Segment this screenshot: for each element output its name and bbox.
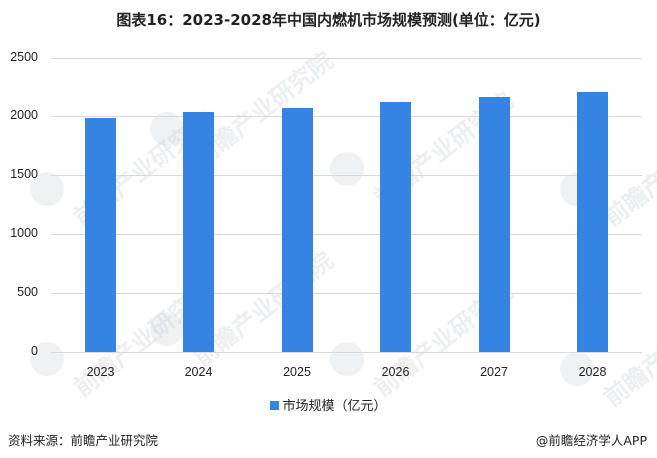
y-axis-tick-label: 500 bbox=[17, 285, 38, 299]
gridline bbox=[51, 116, 642, 117]
bar-2025[interactable] bbox=[281, 107, 313, 352]
watermark-logo-icon bbox=[330, 152, 364, 186]
bar-2028[interactable] bbox=[577, 91, 608, 352]
gridline bbox=[51, 352, 642, 353]
bar-2027[interactable] bbox=[478, 96, 510, 352]
gridline bbox=[51, 234, 642, 235]
legend-swatch-icon bbox=[270, 401, 280, 410]
watermark-logo-icon bbox=[330, 342, 364, 376]
bar-2024[interactable] bbox=[183, 112, 214, 352]
y-axis-tick-label: 0 bbox=[31, 344, 38, 358]
watermark-logo-icon bbox=[150, 312, 184, 346]
chart-legend: 市场规模（亿元） bbox=[0, 395, 657, 414]
x-axis-tick-label: 2026 bbox=[381, 365, 410, 379]
x-axis-tick-label: 2023 bbox=[86, 365, 115, 379]
source-note: 资料来源：前瞻产业研究院 bbox=[8, 433, 159, 448]
x-axis-tick-label: 2024 bbox=[184, 365, 213, 379]
gridline bbox=[51, 293, 642, 294]
x-axis-tick-label: 2028 bbox=[578, 365, 607, 379]
credit-note: @前瞻经济学人APP bbox=[535, 433, 647, 448]
gridline bbox=[51, 175, 642, 176]
y-axis-tick-label: 2000 bbox=[10, 108, 38, 122]
x-axis-tick-label: 2027 bbox=[480, 365, 508, 379]
chart-title: 图表16：2023-2028年中国内燃机市场规模预测(单位：亿元) bbox=[116, 11, 541, 29]
bar-2026[interactable] bbox=[380, 102, 411, 352]
gridline bbox=[51, 58, 642, 59]
y-axis-tick-label: 1000 bbox=[10, 226, 38, 240]
legend-label: 市场规模（亿元） bbox=[282, 399, 387, 414]
watermark-logo-icon bbox=[150, 112, 184, 146]
y-axis-tick-label: 2500 bbox=[10, 50, 38, 64]
y-axis-tick-label: 1500 bbox=[10, 167, 38, 181]
x-axis-tick-label: 2025 bbox=[283, 365, 311, 379]
bar-2023[interactable] bbox=[85, 117, 116, 352]
